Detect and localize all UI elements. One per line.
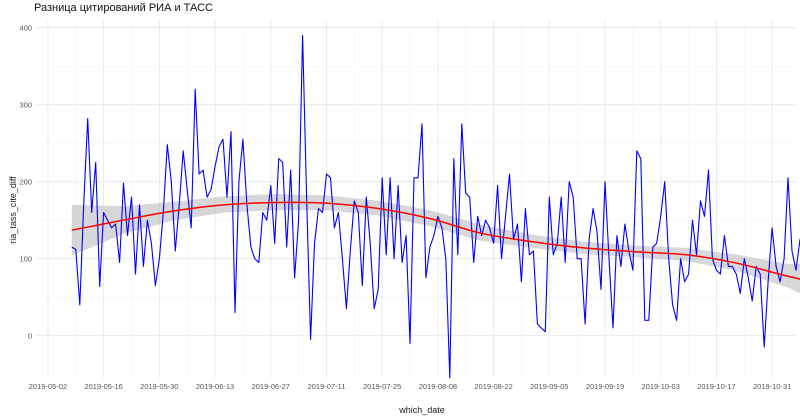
smooth-confidence-band <box>71 194 800 294</box>
y-tick-label: 100 <box>19 255 32 264</box>
y-axis-ticks: 0 100 200 300 400 <box>19 24 32 341</box>
x-tick-label: 2019-10-17 <box>697 382 735 391</box>
x-axis-title: which_date <box>398 405 445 415</box>
x-axis-ticks: 2019-05-02 2019-05-16 2019-05-30 2019-06-13… <box>29 382 792 391</box>
x-tick-label: 2019-08-22 <box>474 382 512 391</box>
x-tick-label: 2019-05-02 <box>29 382 67 391</box>
x-tick-label: 2019-10-03 <box>642 382 680 391</box>
grid <box>36 20 796 378</box>
series-lines <box>71 34 800 379</box>
chart-title: Разница цитирований РИА и ТАСС <box>34 2 213 14</box>
x-tick-label: 2019-08-08 <box>419 382 457 391</box>
y-axis-title: ria_tass_cite_diff <box>8 176 18 244</box>
x-tick-label: 2019-05-16 <box>84 382 122 391</box>
series-line-ria-tass-cite-diff <box>71 34 800 379</box>
plot-panel <box>36 20 796 378</box>
x-tick-label: 2019-10-31 <box>753 382 791 391</box>
x-tick-label: 2019-06-27 <box>252 382 290 391</box>
x-tick-label: 2019-09-05 <box>530 382 568 391</box>
y-tick-label: 400 <box>19 24 32 33</box>
x-tick-label: 2019-07-11 <box>308 382 346 391</box>
x-tick-label: 2019-07-25 <box>363 382 401 391</box>
series-line-smooth <box>71 201 800 280</box>
y-tick-label: 300 <box>19 101 32 110</box>
y-tick-label: 0 <box>28 332 32 341</box>
y-tick-label: 200 <box>19 178 32 187</box>
x-tick-label: 2019-06-13 <box>196 382 234 391</box>
x-tick-label: 2019-09-19 <box>586 382 624 391</box>
confidence-band <box>71 194 800 294</box>
x-tick-label: 2019-05-30 <box>140 382 178 391</box>
